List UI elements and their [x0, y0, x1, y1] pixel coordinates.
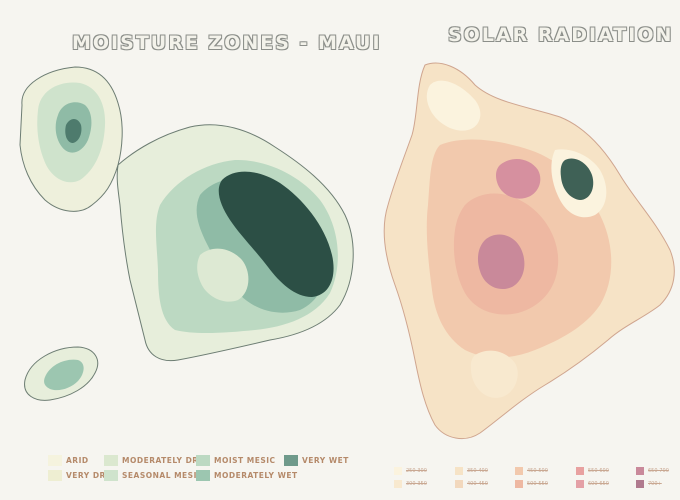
solar-legend-item: 650-700 [636, 467, 669, 475]
solar-legend-item: 300-350 [394, 480, 427, 488]
legend-swatch [104, 455, 118, 466]
legend-swatch [394, 480, 402, 488]
legend-swatch [455, 480, 463, 488]
legend-label: 350-400 [467, 468, 488, 474]
maui-map-title: MOISTURE ZONES - MAUI [72, 32, 382, 54]
solar-zone-low-north [426, 80, 481, 131]
legend-label: 450-500 [527, 468, 548, 474]
legend-item-moderately-wet: MODERATELY WET [196, 470, 298, 481]
solar-zone-north-peak [496, 158, 541, 199]
legend-label: 400-450 [467, 481, 488, 487]
west-maui-very-wet-zone [65, 119, 82, 143]
legend-label: 250-300 [406, 468, 427, 474]
legend-label: MOIST MESIC [214, 456, 276, 465]
legend-label: SEASONAL MESIC [122, 471, 203, 480]
legend-swatch [576, 467, 584, 475]
legend-swatch [576, 480, 584, 488]
solar-legend-item: 400-450 [455, 480, 488, 488]
solar-zone-south [470, 350, 518, 398]
solar-legend-item: 450-500 [515, 467, 548, 475]
legend-label: 300-350 [406, 481, 427, 487]
solar-legend-item: 250-300 [394, 467, 427, 475]
legend-swatch [284, 455, 298, 466]
kahoolawe-inner-zone [44, 359, 84, 391]
solar-legend-item: 600-650 [576, 480, 609, 488]
legend-item-very-wet: VERY WET [284, 455, 349, 466]
legend-label: 650-700 [648, 468, 669, 474]
legend-swatch [636, 467, 644, 475]
legend-item-moderately-dry: MODERATELY DRY [104, 455, 204, 466]
legend-label: ARID [66, 456, 89, 465]
legend-swatch [394, 467, 402, 475]
legend-swatch [196, 470, 210, 481]
east-maui-very-wet-zone [218, 171, 334, 297]
legend-swatch [104, 470, 118, 481]
maui-moisture-map [19, 66, 354, 401]
legend-swatch [515, 467, 523, 475]
legend-label: MODERATELY DRY [122, 456, 205, 465]
legend-label: VERY WET [302, 456, 349, 465]
legend-swatch [515, 480, 523, 488]
legend-swatch [48, 470, 62, 481]
solar-legend-item: 700+ [636, 480, 662, 488]
legend-label: 550-600 [588, 468, 609, 474]
legend-label: 600-650 [588, 481, 609, 487]
legend-label: VERY DRY [66, 471, 112, 480]
solar-legend-item: 350-400 [455, 467, 488, 475]
legend-item-very-dry: VERY DRY [48, 470, 111, 481]
solar-legend-item: 500-550 [515, 480, 548, 488]
solar-map-title: SOLAR RADIATION [448, 24, 674, 46]
legend-item-arid: ARID [48, 455, 89, 466]
hilo-forest-zone [560, 158, 594, 200]
legend-item-seasonal-mesic: SEASONAL MESIC [104, 470, 203, 481]
solar-legend-item: 550-600 [576, 467, 609, 475]
solar-zone-peak [477, 234, 525, 290]
legend-label: MODERATELY WET [214, 471, 298, 480]
legend-item-moist-mesic: MOIST MESIC [196, 455, 276, 466]
legend-swatch [48, 455, 62, 466]
legend-label: 500-550 [527, 481, 548, 487]
legend-swatch [636, 480, 644, 488]
east-maui-summit-zone [197, 248, 249, 302]
solar-radiation-map [383, 62, 675, 440]
legend-label: 700+ [648, 481, 662, 487]
legend-swatch [455, 467, 463, 475]
legend-swatch [196, 455, 210, 466]
